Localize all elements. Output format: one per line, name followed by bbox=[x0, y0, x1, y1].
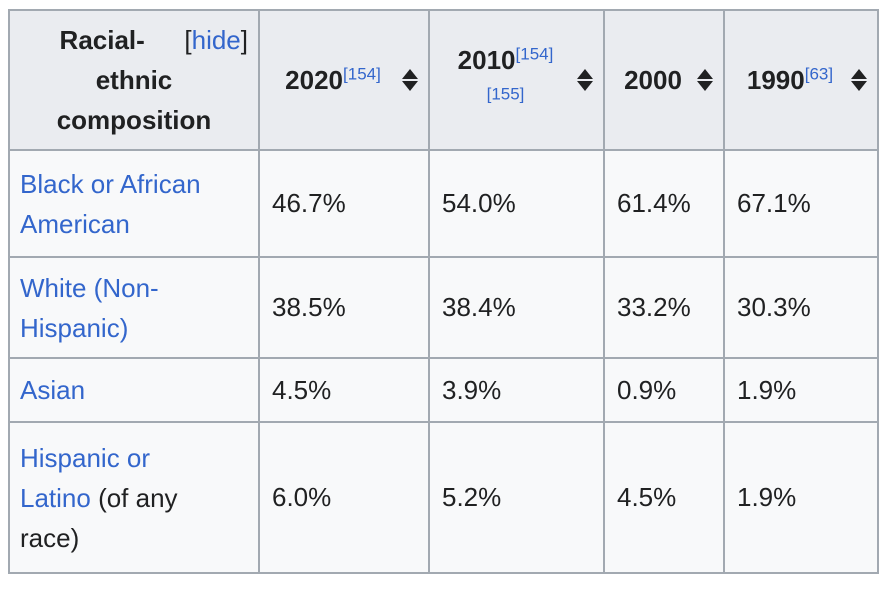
row-label-cell: White (Non- Hispanic) bbox=[8, 256, 260, 359]
value-cell-1990: 30.3% bbox=[723, 256, 879, 359]
table-row-asian: Asian 4.5% 3.9% 0.9% 1.9% bbox=[8, 357, 879, 423]
sort-up-arrow-icon bbox=[697, 69, 713, 79]
table-row-black-or-african-american: Black or African American 46.7% 54.0% 61… bbox=[8, 149, 879, 258]
value-cell-2020: 4.5% bbox=[258, 357, 430, 423]
value-cell-1990: 67.1% bbox=[723, 149, 879, 258]
column-header-1990[interactable]: 1990[63] bbox=[723, 9, 879, 151]
row-label-cell: Hispanic or Latino (of any race) bbox=[8, 421, 260, 574]
sort-up-arrow-icon bbox=[402, 69, 418, 79]
sort-down-arrow-icon bbox=[851, 81, 867, 91]
row-label-link[interactable]: Hispanic or bbox=[20, 442, 151, 473]
reference-link-63[interactable]: [63] bbox=[804, 64, 834, 84]
sort-down-arrow-icon bbox=[577, 81, 593, 91]
value-cell-2020: 6.0% bbox=[258, 421, 430, 574]
value-cell-2000: 0.9% bbox=[603, 357, 725, 423]
year-label: 2020 bbox=[285, 65, 344, 95]
row-label-link[interactable]: American bbox=[20, 208, 130, 239]
sort-icon[interactable] bbox=[851, 69, 867, 91]
column-header-2020[interactable]: 2020[154] bbox=[258, 9, 430, 151]
row-label-link[interactable]: Asian bbox=[20, 375, 86, 405]
row-label-link[interactable]: White (Non- bbox=[20, 272, 159, 303]
value-cell-1990: 1.9% bbox=[723, 421, 879, 574]
year-label: 2010 bbox=[457, 45, 516, 75]
value-cell-2010: 54.0% bbox=[428, 149, 605, 258]
row-label-suffix: race) bbox=[20, 522, 80, 553]
value-cell-2010: 5.2% bbox=[428, 421, 605, 574]
sort-icon[interactable] bbox=[577, 69, 593, 91]
table-title-cell: Racial- [hide] ethnic composition bbox=[8, 9, 260, 151]
reference-link-154[interactable]: [154] bbox=[343, 64, 381, 84]
value-cell-2010: 38.4% bbox=[428, 256, 605, 359]
hide-link[interactable]: hide bbox=[191, 25, 241, 55]
value-cell-2000: 61.4% bbox=[603, 149, 725, 258]
sort-up-arrow-icon bbox=[851, 69, 867, 79]
row-label-cell: Asian bbox=[8, 357, 260, 423]
table-row-hispanic-or-latino: Hispanic or Latino (of any race) 6.0% 5.… bbox=[8, 421, 879, 574]
column-header-2010[interactable]: 2010[154] [155] bbox=[428, 9, 605, 151]
row-label-suffix: (of any bbox=[90, 482, 178, 513]
sort-down-arrow-icon bbox=[402, 81, 418, 91]
value-cell-2020: 46.7% bbox=[258, 149, 430, 258]
value-cell-1990: 1.9% bbox=[723, 357, 879, 423]
year-label: 1990 bbox=[746, 65, 805, 95]
sort-down-arrow-icon bbox=[697, 81, 713, 91]
reference-link-154[interactable]: [154] bbox=[515, 44, 554, 64]
table-title-line2: ethnic bbox=[95, 65, 173, 95]
sort-icon[interactable] bbox=[402, 69, 418, 91]
row-label-link[interactable]: Black or African bbox=[20, 168, 201, 199]
sort-icon[interactable] bbox=[697, 69, 713, 91]
value-cell-2020: 38.5% bbox=[258, 256, 430, 359]
hide-bracket-open: [ bbox=[184, 25, 192, 55]
hide-control: [hide] bbox=[184, 20, 248, 60]
table-title-line1: Racial- bbox=[59, 25, 145, 55]
value-cell-2000: 4.5% bbox=[603, 421, 725, 574]
table-row-white-non-hispanic: White (Non- Hispanic) 38.5% 38.4% 33.2% … bbox=[8, 256, 879, 359]
hide-bracket-close: ] bbox=[240, 25, 248, 55]
column-header-2000[interactable]: 2000 bbox=[603, 9, 725, 151]
racial-ethnic-composition-table: Racial- [hide] ethnic composition 2020[1… bbox=[8, 9, 879, 574]
table-title-line3: composition bbox=[56, 105, 212, 135]
row-label-link[interactable]: Latino bbox=[20, 482, 91, 513]
sort-up-arrow-icon bbox=[577, 69, 593, 79]
row-label-cell: Black or African American bbox=[8, 149, 260, 258]
year-label: 2000 bbox=[624, 65, 682, 95]
reference-link-155[interactable]: [155] bbox=[486, 84, 525, 104]
row-label-link[interactable]: Hispanic) bbox=[20, 312, 129, 343]
value-cell-2010: 3.9% bbox=[428, 357, 605, 423]
header-row: Racial- [hide] ethnic composition 2020[1… bbox=[8, 9, 879, 151]
value-cell-2000: 33.2% bbox=[603, 256, 725, 359]
